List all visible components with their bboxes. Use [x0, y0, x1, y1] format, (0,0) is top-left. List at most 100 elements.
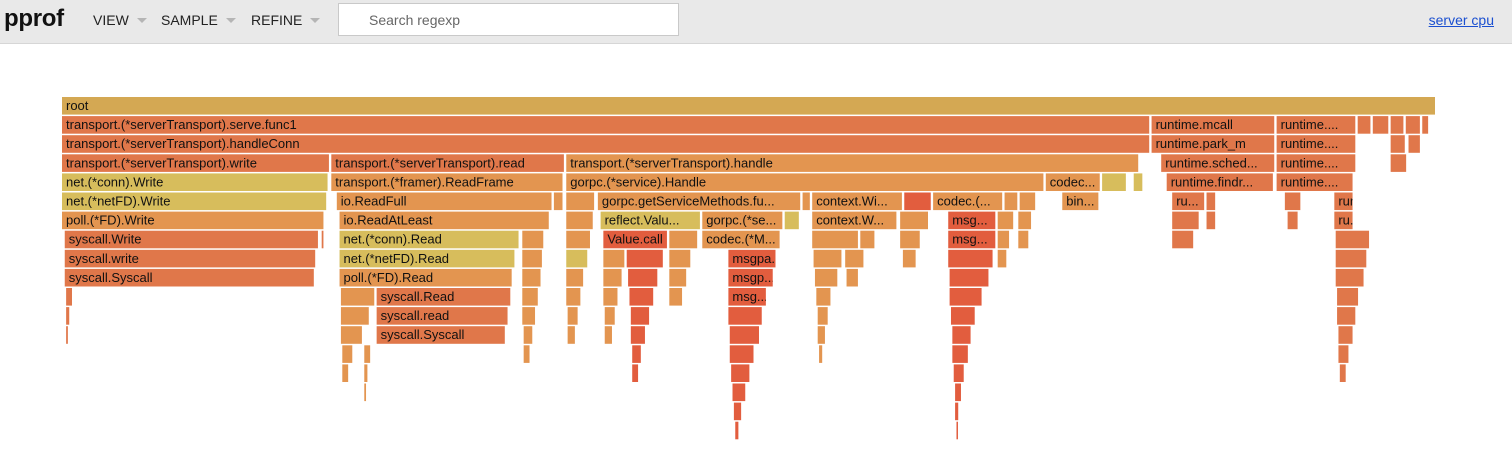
- flame-frame-bar[interactable]: [566, 268, 584, 287]
- flame-frame-bar[interactable]: [1206, 192, 1216, 211]
- flame-frame-bar[interactable]: [669, 288, 683, 306]
- flame-frame-bar[interactable]: [566, 211, 593, 230]
- flame-frame-bar[interactable]: [376, 307, 508, 325]
- flame-frame-unnamed[interactable]: [1133, 173, 1143, 191]
- flame-frame-runtime-runqget[interactable]: ru...: [1172, 192, 1205, 211]
- flame-frame-bar[interactable]: [669, 249, 691, 268]
- flame-frame-bar[interactable]: [1390, 154, 1407, 172]
- flame-frame-unnamed[interactable]: [66, 326, 68, 344]
- flame-frame-bar[interactable]: [364, 345, 371, 363]
- flame-frame-bar[interactable]: [566, 154, 1139, 172]
- flame-frame-bar[interactable]: [66, 288, 72, 306]
- flame-frame-bar[interactable]: [331, 173, 563, 191]
- flame-frame-poll-fd-write[interactable]: poll.(*FD).Write: [62, 211, 324, 230]
- flame-frame-bar[interactable]: [1422, 116, 1429, 134]
- flame-frame-bar[interactable]: [1372, 116, 1389, 134]
- flame-frame-unnamed[interactable]: [1390, 135, 1405, 153]
- flame-frame-bar[interactable]: [1335, 249, 1367, 268]
- flame-frame-unnamed[interactable]: [1390, 116, 1404, 134]
- flame-frame-unnamed[interactable]: [626, 249, 663, 268]
- flame-frame-transport-framer-readframe[interactable]: transport.(*framer).ReadFrame: [331, 173, 563, 191]
- flame-frame-syscall-syscall[interactable]: syscall.Syscall: [64, 268, 314, 287]
- flame-frame-bar[interactable]: [669, 268, 687, 287]
- flame-frame-bar[interactable]: [567, 326, 575, 344]
- flame-frame-unnamed[interactable]: [66, 307, 70, 325]
- flame-frame-binary[interactable]: bin...: [1062, 192, 1099, 211]
- flame-frame-unnamed[interactable]: [632, 364, 639, 382]
- flame-frame-bar[interactable]: [948, 230, 996, 249]
- flame-frame-bar[interactable]: [321, 230, 324, 249]
- flame-frame-gorpc-getservicemethods-func1[interactable]: gorpc.getServiceMethods.fu...: [597, 192, 801, 211]
- flame-frame-codec[interactable]: codec.(...: [933, 192, 1003, 211]
- flame-frame-bar[interactable]: [1004, 192, 1018, 211]
- flame-frame-runtime-netpoll[interactable]: run...: [1334, 192, 1368, 211]
- flame-frame-msgpack[interactable]: msgp...: [728, 268, 775, 287]
- flame-frame-unnamed[interactable]: [728, 307, 762, 325]
- flame-frame-bar[interactable]: [1276, 154, 1356, 172]
- flame-frame-runtime-schedule[interactable]: runtime.sched...: [1161, 154, 1275, 172]
- flame-frame-bar[interactable]: [339, 211, 549, 230]
- flame-frame-unnamed[interactable]: [904, 192, 931, 211]
- flame-frame-bar[interactable]: [64, 268, 314, 287]
- flame-frame-unnamed[interactable]: [364, 383, 367, 402]
- flame-frame-bar[interactable]: [566, 230, 590, 249]
- flame-frame-unnamed[interactable]: [1172, 230, 1194, 249]
- flame-frame-unnamed[interactable]: [952, 345, 968, 363]
- flame-frame-unnamed[interactable]: [342, 364, 349, 382]
- flame-frame-bar[interactable]: [1161, 154, 1275, 172]
- flame-frame-unnamed[interactable]: [1172, 211, 1199, 230]
- flame-frame-unnamed[interactable]: [819, 345, 823, 363]
- flame-frame-unnamed[interactable]: [523, 345, 530, 363]
- flame-frame-msgpack[interactable]: msgpa...: [728, 249, 782, 268]
- flame-frame-bar[interactable]: [523, 326, 533, 344]
- flame-frame-bar[interactable]: [1408, 135, 1420, 153]
- search-input[interactable]: [338, 3, 679, 36]
- flame-frame-unnamed[interactable]: [845, 249, 864, 268]
- flame-frame-unnamed[interactable]: [603, 249, 625, 268]
- flame-frame-root[interactable]: root: [62, 97, 1435, 115]
- flame-frame-unnamed[interactable]: [669, 268, 687, 287]
- flame-frame-bar[interactable]: [1335, 268, 1364, 287]
- flame-frame-bar[interactable]: [1334, 192, 1353, 211]
- flame-frame-bar[interactable]: [812, 230, 858, 249]
- flame-frame-bar[interactable]: [364, 364, 368, 382]
- flame-frame-unnamed[interactable]: [340, 307, 369, 325]
- flame-frame-msgpack[interactable]: msg...: [948, 230, 996, 249]
- flame-frame-bar[interactable]: [1405, 116, 1420, 134]
- flame-frame-bar[interactable]: [1339, 364, 1346, 382]
- flame-frame-unnamed[interactable]: [1337, 307, 1356, 325]
- flame-frame-bar[interactable]: [603, 268, 622, 287]
- flame-frame-bar[interactable]: [949, 268, 989, 287]
- flame-frame-bar[interactable]: [603, 288, 618, 306]
- flame-frame-bar[interactable]: [817, 326, 825, 344]
- flame-frame-unnamed[interactable]: [1390, 154, 1407, 172]
- flame-frame-bar[interactable]: [1338, 345, 1349, 363]
- flame-frame-codec[interactable]: codec...: [1045, 173, 1100, 191]
- flame-frame-bar[interactable]: [364, 383, 367, 402]
- flame-frame-bar[interactable]: [566, 173, 1044, 191]
- flame-frame-unnamed[interactable]: [900, 230, 920, 249]
- flame-frame-bar[interactable]: [997, 249, 1007, 268]
- flame-frame-bar[interactable]: [62, 211, 324, 230]
- flame-frame-value-call[interactable]: Value.call: [603, 230, 667, 249]
- flame-frame-bar[interactable]: [1276, 173, 1353, 191]
- flame-frame-bar[interactable]: [553, 192, 563, 211]
- flame-frame-bar[interactable]: [1172, 192, 1205, 211]
- flame-frame-unnamed[interactable]: [953, 364, 964, 382]
- flame-frame-unnamed[interactable]: [1206, 192, 1216, 211]
- flame-frame-bar[interactable]: [1334, 211, 1353, 230]
- flame-frame-bar[interactable]: [523, 345, 530, 363]
- flame-frame-unnamed[interactable]: [846, 268, 858, 287]
- flame-frame-transport-servertransport-handle[interactable]: transport.(*serverTransport).handle: [566, 154, 1139, 172]
- flame-frame-unnamed[interactable]: [1405, 116, 1420, 134]
- flame-frame-bar[interactable]: [630, 307, 650, 325]
- flame-frame-bar[interactable]: [956, 421, 958, 440]
- flame-frame-bar[interactable]: [66, 326, 68, 344]
- flame-frame-bar[interactable]: [952, 326, 971, 344]
- flame-frame-runtime-park-m[interactable]: runtime.park_m: [1151, 135, 1275, 153]
- flame-frame-syscall-read[interactable]: syscall.Read: [376, 288, 511, 306]
- flame-frame-unnamed[interactable]: [1335, 230, 1370, 249]
- flame-frame-bar[interactable]: [846, 268, 858, 287]
- flame-frame-unnamed[interactable]: [784, 211, 799, 230]
- flame-frame-unnamed[interactable]: [342, 345, 353, 363]
